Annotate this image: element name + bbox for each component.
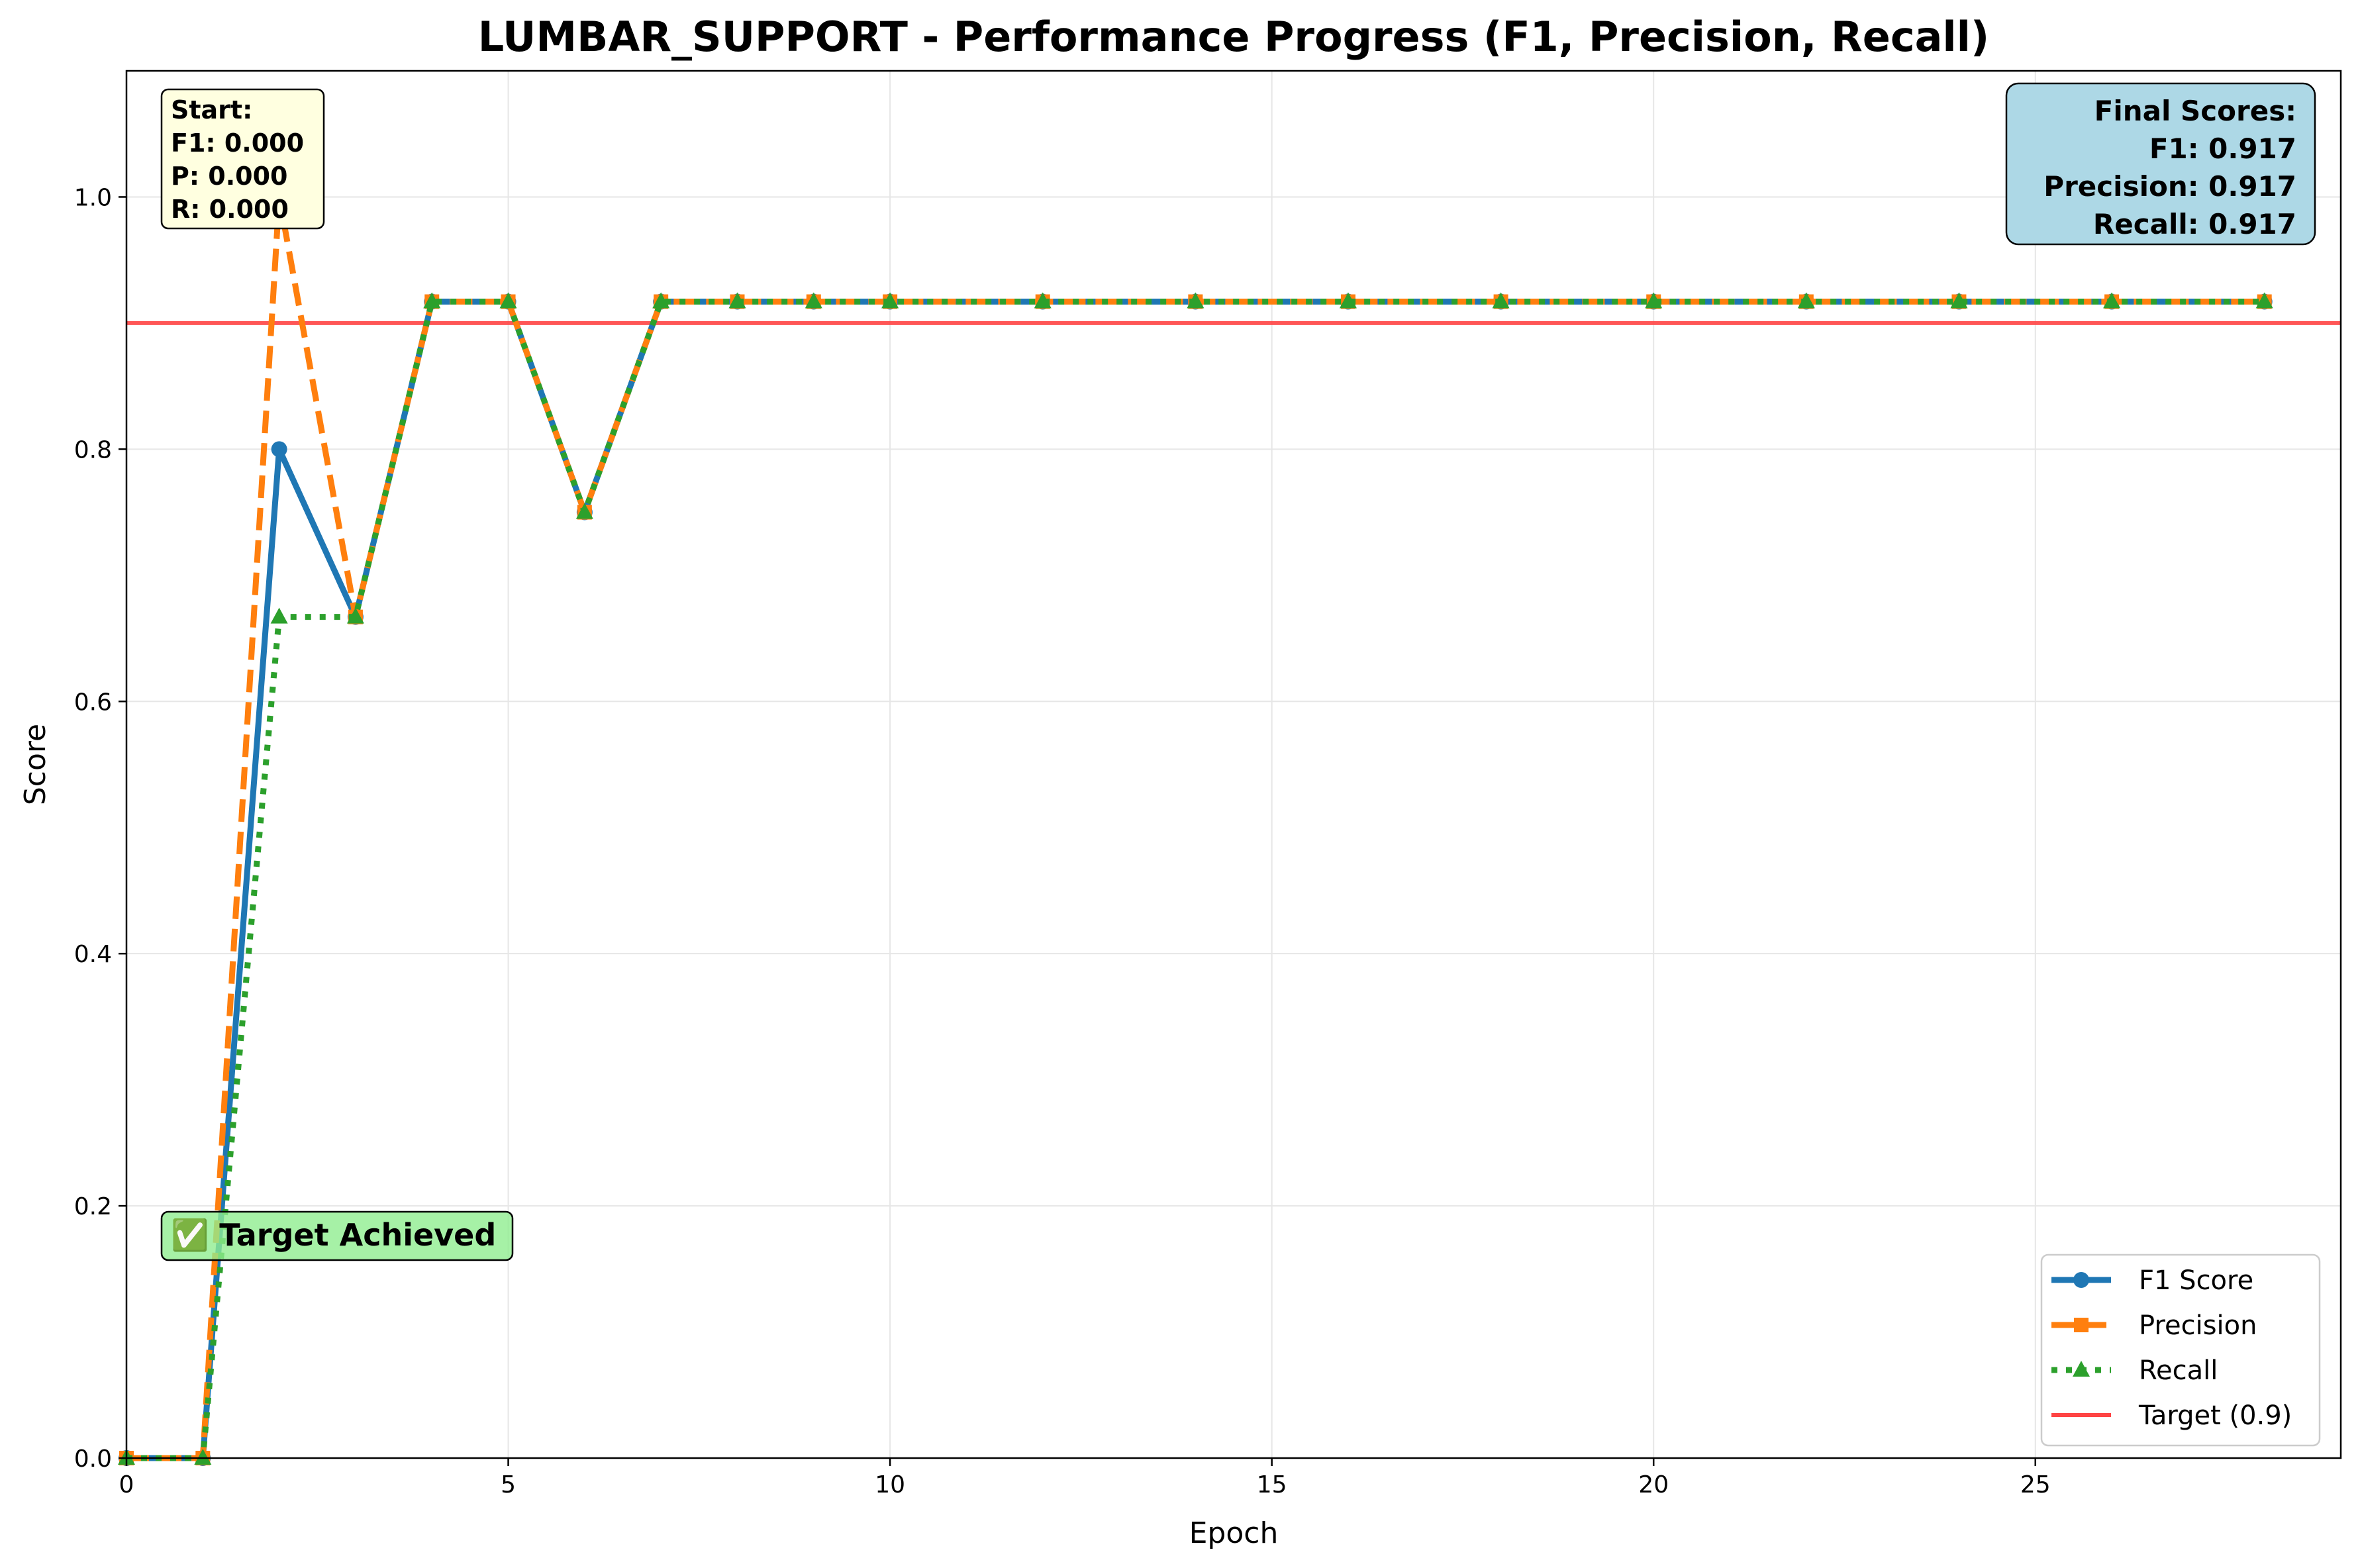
x-tick-label: 5 — [501, 1471, 516, 1498]
data-point-recall — [1797, 292, 1815, 309]
x-tick-label: 20 — [1638, 1471, 1669, 1498]
final-scores-line: Final Scores: — [2094, 95, 2296, 127]
legend-item-recall: Recall — [2051, 1355, 2218, 1386]
data-point-recall — [1187, 292, 1205, 309]
y-tick-label: 0.6 — [74, 689, 112, 716]
legend: F1 Score Precision Recall Target (0.9) — [2040, 1253, 2321, 1447]
data-point-recall — [728, 292, 746, 309]
start-annotation: Start: F1: 0.000 P: 0.000 R: 0.000 — [160, 88, 325, 230]
data-point-recall — [1034, 292, 1052, 309]
y-tick-label: 0.2 — [74, 1193, 112, 1220]
y-tick-label: 1.0 — [74, 184, 112, 211]
data-point-recall — [270, 607, 288, 624]
start-annotation-line: P: 0.000 — [171, 162, 287, 191]
data-point-recall — [1339, 292, 1357, 309]
legend-label-f1-score: F1 Score — [2139, 1265, 2253, 1296]
legend-label-recall: Recall — [2139, 1355, 2218, 1386]
target-achieved-label: ✅ Target Achieved — [171, 1217, 496, 1253]
x-axis-label: Epoch — [1189, 1516, 1279, 1550]
final-scores-line: Precision: 0.917 — [2043, 170, 2296, 203]
data-point-recall — [346, 607, 364, 624]
y-tick-label: 0.8 — [74, 436, 112, 464]
target-achieved-annotation: ✅ Target Achieved — [160, 1210, 514, 1261]
target-achieved-box — [160, 1210, 514, 1261]
data-point-recall — [2255, 292, 2273, 309]
data-point-recall — [194, 1449, 212, 1465]
final-scores-line: Recall: 0.917 — [2093, 208, 2296, 240]
start-annotation-box — [160, 88, 325, 230]
y-axis-label: Score — [19, 724, 52, 805]
plot-frame — [125, 70, 2342, 1459]
start-annotation-line: Start: — [171, 95, 252, 124]
final-scores-line: F1: 0.917 — [2149, 132, 2296, 165]
x-tick-label: 10 — [875, 1471, 905, 1498]
final-scores-box — [2005, 82, 2316, 246]
legend-marker-f1-score — [2073, 1272, 2089, 1288]
data-point-recall — [2103, 292, 2121, 309]
data-point-recall — [575, 503, 593, 519]
data-point-recall — [1950, 292, 1968, 309]
data-point-recall — [423, 292, 441, 309]
data-point-recall — [881, 292, 899, 309]
legend-box — [2040, 1253, 2321, 1447]
final-scores-annotation: Final Scores: F1: 0.917 Precision: 0.917 Re… — [2005, 82, 2316, 246]
chart-title: LUMBAR_SUPPORT - Performance Progress (F… — [478, 13, 1990, 61]
legend-label-precision: Precision — [2139, 1310, 2257, 1341]
data-point-recall — [652, 292, 670, 309]
y-tick-label: 0.4 — [74, 941, 112, 968]
data-point-recall — [499, 292, 517, 309]
data-point-f1-score — [271, 441, 287, 458]
y-tick-label: 0.0 — [74, 1446, 112, 1473]
data-point-recall — [1492, 292, 1510, 309]
start-annotation-line: R: 0.000 — [171, 195, 289, 224]
x-tick-label: 25 — [2020, 1471, 2051, 1498]
legend-marker-precision — [2074, 1318, 2089, 1332]
x-tick-label: 15 — [1257, 1471, 1287, 1498]
legend-item-target-0-9: Target (0.9) — [2051, 1400, 2292, 1431]
legend-item-precision: Precision — [2051, 1310, 2257, 1341]
legend-item-f1-score: F1 Score — [2051, 1265, 2253, 1296]
series-recall — [118, 292, 2273, 1465]
legend-label-target-0-9: Target (0.9) — [2138, 1400, 2292, 1431]
series-line-recall — [126, 299, 2265, 1461]
start-annotation-line: F1: 0.000 — [171, 128, 304, 158]
data-point-recall — [1645, 292, 1663, 309]
data-point-recall — [805, 292, 822, 309]
x-tick-label: 0 — [119, 1471, 134, 1498]
legend-marker-recall — [2073, 1361, 2090, 1377]
